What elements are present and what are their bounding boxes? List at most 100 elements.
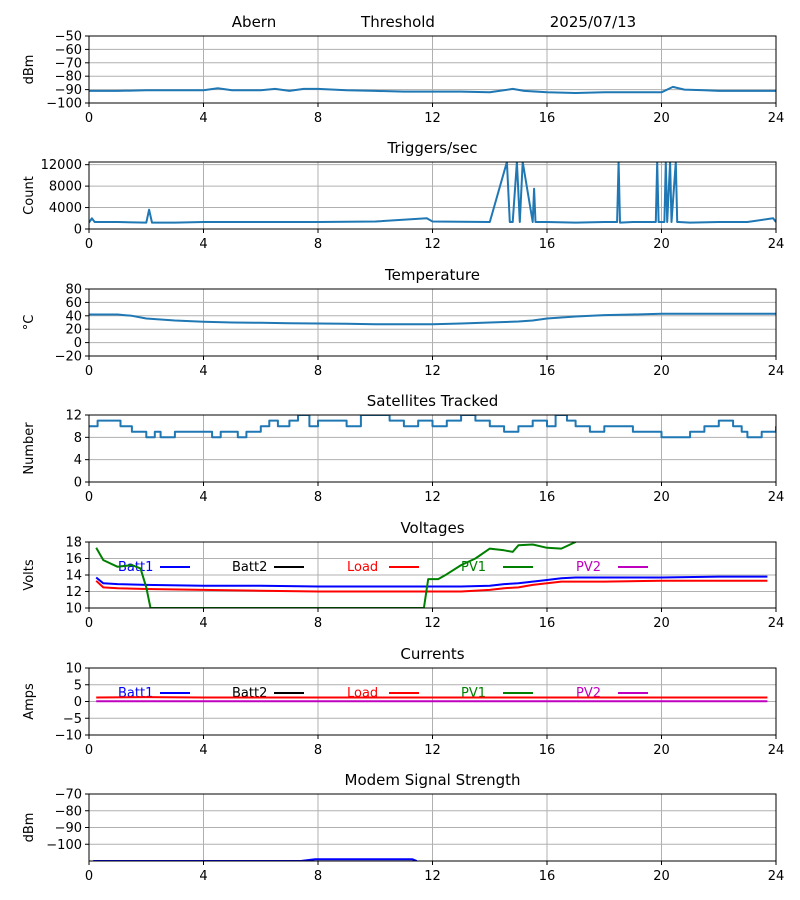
threshold-y-tick-label: −70 [55,56,82,71]
voltages-title: Voltages [400,519,464,537]
triggers-y-tick-label: 8000 [49,180,82,195]
satellites-y-axis-label: Number [22,422,37,475]
satellites-x-tick-label: 12 [424,490,441,505]
temperature-x-tick-label: 8 [314,364,322,379]
satellites-y-tick-label: 12 [65,409,82,424]
voltages-x-tick-label: 16 [539,616,556,631]
threshold-x-tick-label: 8 [314,111,322,126]
currents-panel: Batt1 Batt2 Load PV1 PV2 0 4 8 12 16 20 24 −10 −5 0 510… [22,645,784,758]
temperature-y-tick-label: 60 [65,296,82,311]
voltages-series-line [95,542,577,608]
voltages-x-tick-label: 8 [314,616,322,631]
triggers-panel: 0 4 8 12 16 20 24 0 4000 8000 12000 Triggers/sec Cou… [22,139,784,252]
temperature-y-tick-label: 20 [65,323,82,338]
modem-x-tick-label: 20 [653,869,670,884]
modem-y-tick-label: −90 [55,821,82,836]
threshold-x-tick-label: 12 [424,111,441,126]
voltages-y-tick-label: 10 [65,602,82,617]
modem-panel: 0 4 8 12 16 20 24 −100 −90 −80−70 Modem Signal Str… [22,771,784,884]
satellites-y-tick-label: 8 [74,431,82,446]
modem-x-tick-label: 0 [85,869,93,884]
triggers-series-line [89,162,776,224]
triggers-y-tick-label: 0 [74,223,82,238]
currents-y-tick-label: 10 [65,662,82,677]
modem-y-tick-label: −80 [55,804,82,819]
voltages-legend-label: Load [347,560,378,575]
voltages-x-tick-label: 4 [199,616,207,631]
currents-y-tick-label: −10 [55,729,82,744]
threshold-x-tick-label: 16 [539,111,556,126]
currents-y-axis-label: Amps [22,683,37,720]
threshold-x-tick-label: 0 [85,111,93,126]
satellites-y-tick-label: 4 [74,453,82,468]
temperature-x-tick-label: 12 [424,364,441,379]
modem-y-axis-label: dBm [22,813,37,843]
voltages-x-tick-label: 24 [768,616,785,631]
satellites-x-tick-label: 4 [199,490,207,505]
triggers-x-tick-label: 12 [424,237,441,252]
voltages-y-axis-label: Volts [22,559,37,591]
satellites-panel: 0 4 8 12 16 20 24 0 4 8 12 Satellites Tracked Number [22,392,784,505]
temperature-y-axis-label: °C [22,315,37,331]
currents-legend-label: Batt2 [232,686,267,701]
currents-y-tick-label: 5 [74,678,82,693]
voltages-legend-label: PV2 [576,560,601,575]
modem-title: Modem Signal Strength [345,771,521,789]
voltages-legend-label: PV1 [461,560,486,575]
modem-x-tick-label: 24 [768,869,785,884]
temperature-title: Temperature [384,266,480,284]
temperature-x-tick-label: 0 [85,364,93,379]
voltages-series-line [95,579,768,593]
modem-x-tick-label: 4 [199,869,207,884]
currents-x-tick-label: 12 [424,743,441,758]
threshold-y-tick-label: −100 [46,97,82,112]
satellites-x-tick-label: 20 [653,490,670,505]
voltages-y-tick-label: 16 [65,552,82,567]
modem-x-tick-label: 8 [314,869,322,884]
currents-x-tick-label: 20 [653,743,670,758]
threshold-y-axis-label: dBm [22,55,37,85]
temperature-y-tick-label: 80 [65,283,82,298]
currents-legend-label: Batt1 [118,686,153,701]
temperature-y-tick-label: −20 [55,350,82,365]
temperature-series-line [89,312,776,326]
satellites-x-tick-label: 24 [768,490,785,505]
currents-x-tick-label: 4 [199,743,207,758]
triggers-y-axis-label: Count [22,176,37,215]
voltages-y-tick-label: 14 [65,569,82,584]
triggers-x-tick-label: 8 [314,237,322,252]
voltages-x-tick-label: 20 [653,616,670,631]
temperature-x-tick-label: 24 [768,364,785,379]
currents-title: Currents [400,645,464,663]
threshold-y-tick-label: −50 [55,30,82,45]
header-station: Abern [232,13,276,31]
voltages-y-tick-label: 18 [65,536,82,551]
header-date: 2025/07/13 [550,13,636,31]
header-metric: Threshold [360,13,435,31]
modem-x-tick-label: 12 [424,869,441,884]
threshold-y-tick-label: −60 [55,43,82,58]
currents-x-tick-label: 16 [539,743,556,758]
satellites-y-tick-label: 0 [74,476,82,491]
triggers-x-tick-label: 20 [653,237,670,252]
triggers-x-tick-label: 0 [85,237,93,252]
currents-y-tick-label: −5 [63,712,82,727]
satellites-series-line [89,415,776,439]
voltages-x-tick-label: 0 [85,616,93,631]
triggers-x-tick-label: 24 [768,237,785,252]
voltages-legend-label: Batt2 [232,560,267,575]
temperature-y-tick-label: 0 [74,336,82,351]
modem-y-tick-label: −70 [55,788,82,803]
currents-legend-label: Load [347,686,378,701]
satellites-x-tick-label: 0 [85,490,93,505]
currents-x-tick-label: 24 [768,743,785,758]
threshold-series-line [89,85,776,94]
triggers-y-tick-label: 12000 [41,158,82,173]
voltages-x-tick-label: 12 [424,616,441,631]
threshold-x-tick-label: 4 [199,111,207,126]
currents-legend-label: PV2 [576,686,601,701]
voltages-y-tick-label: 12 [65,585,82,600]
